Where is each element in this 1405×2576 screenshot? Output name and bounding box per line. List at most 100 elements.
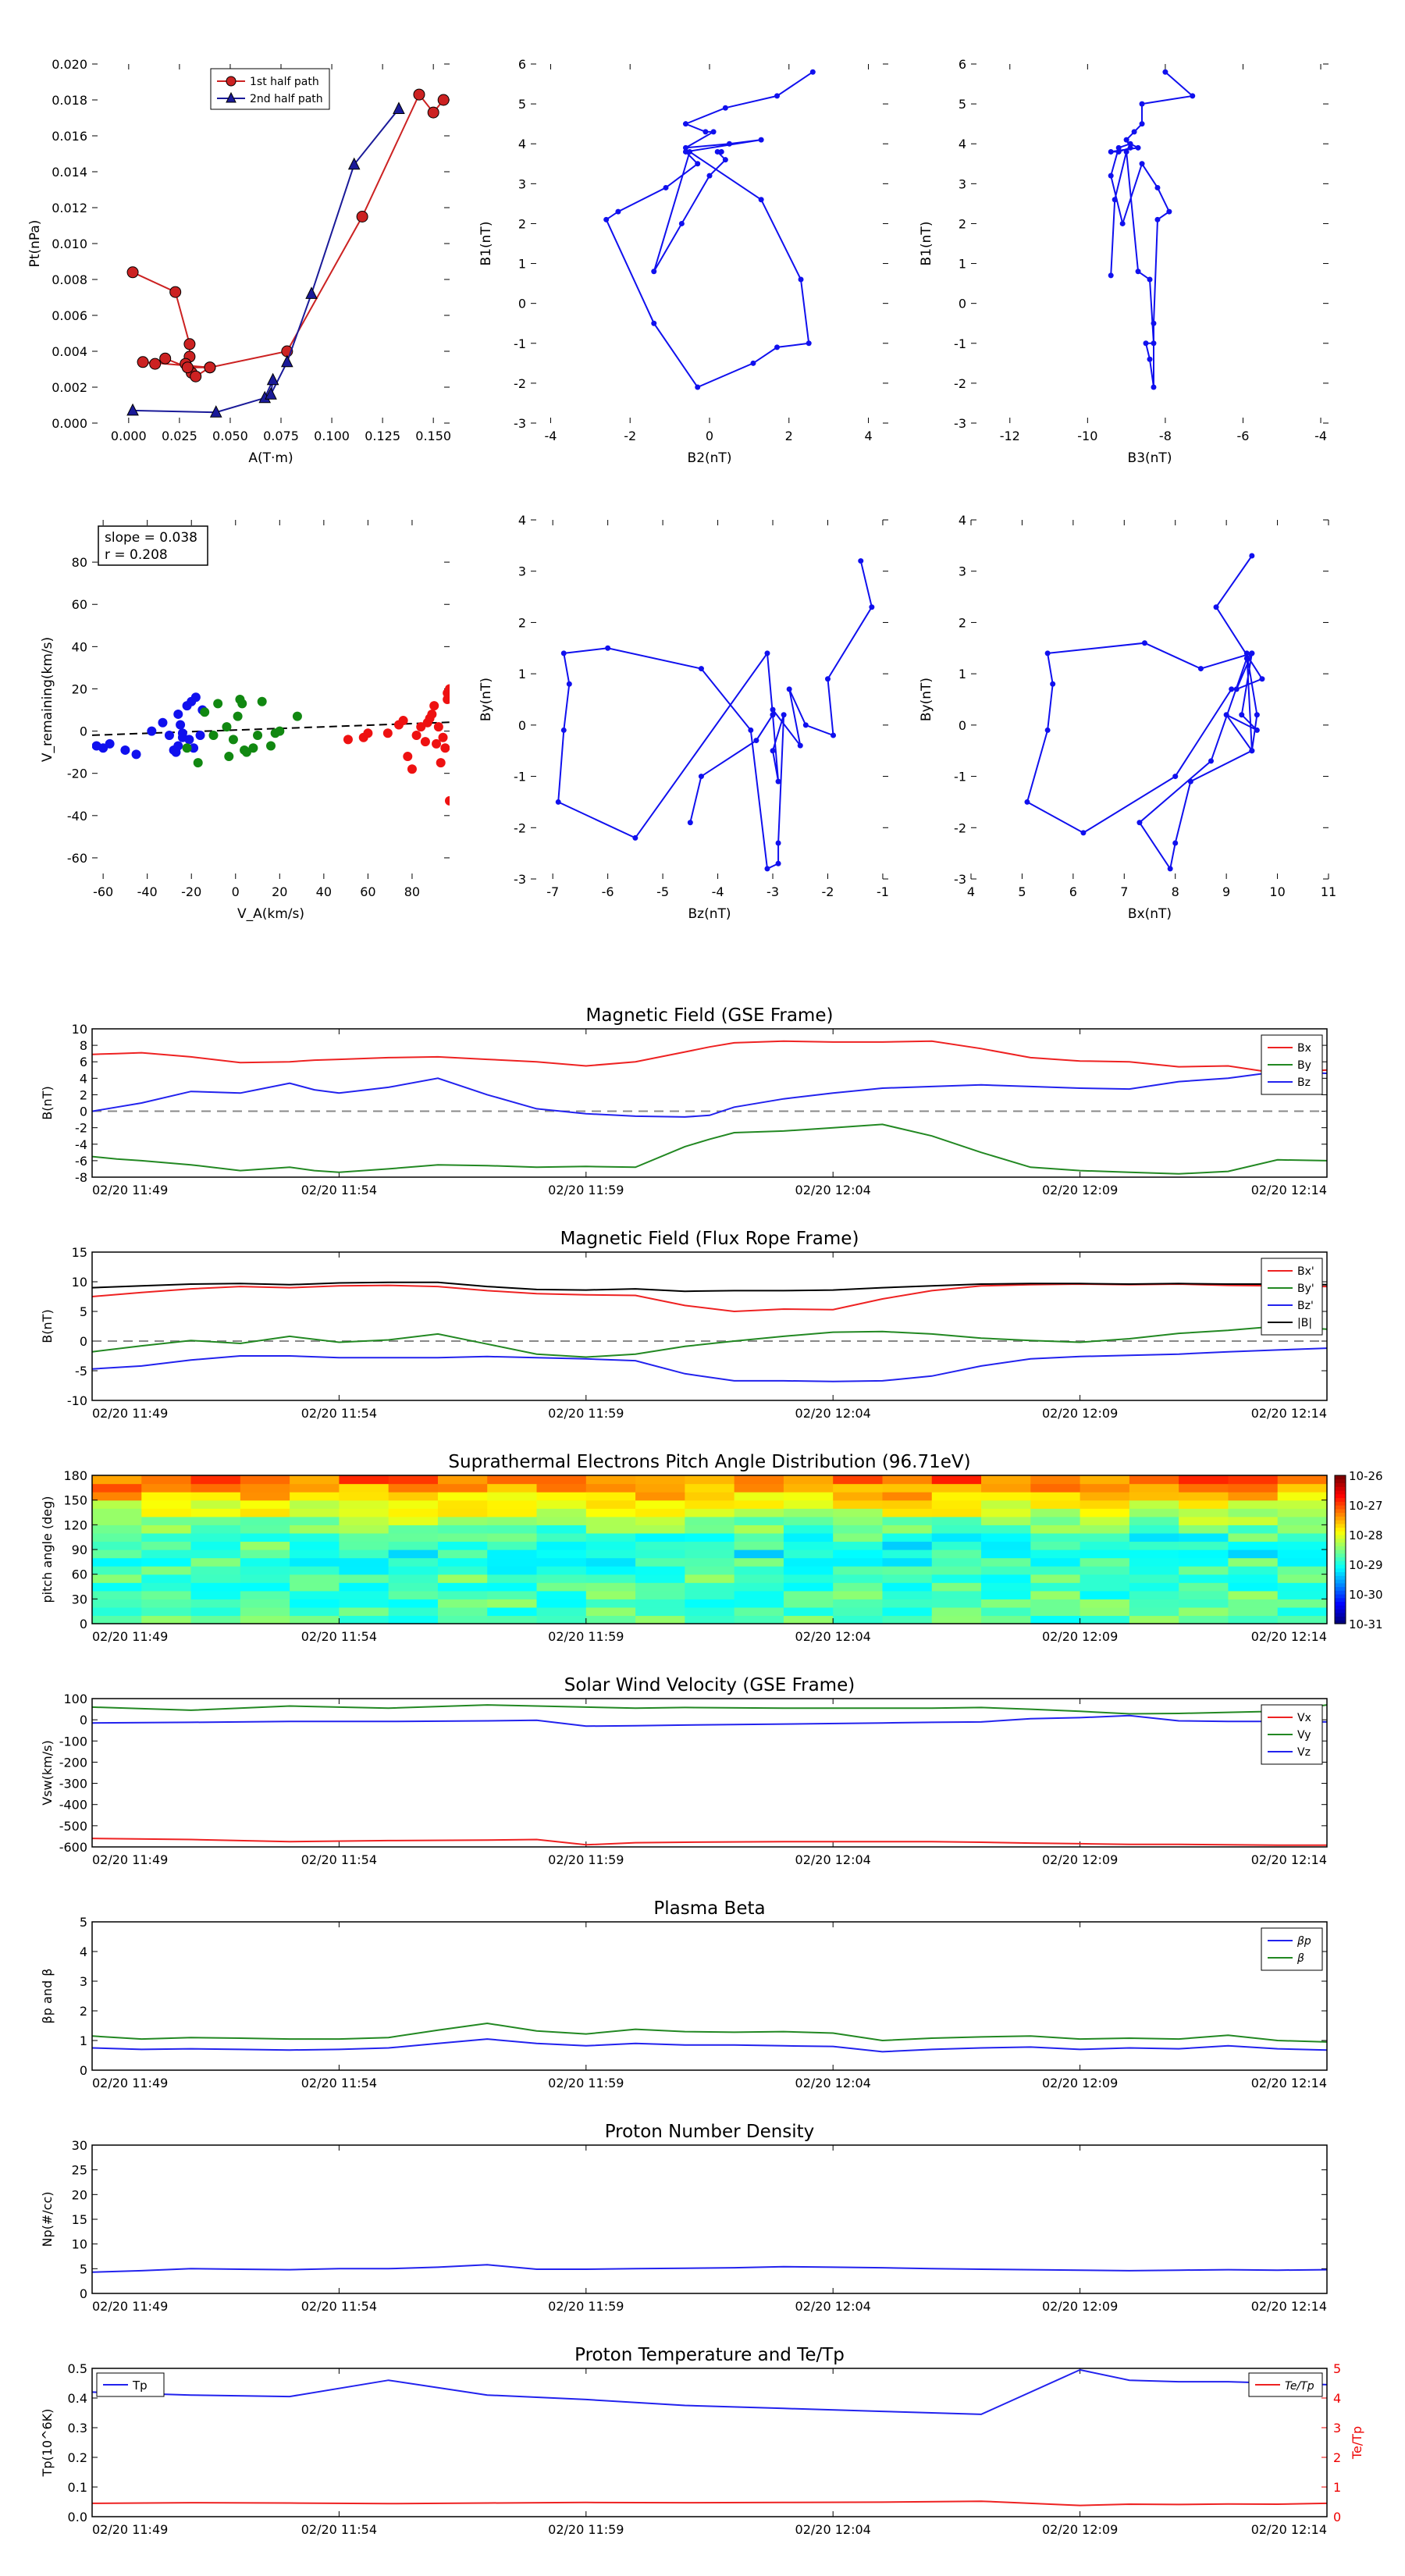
pitch-angle-cell <box>635 1566 685 1575</box>
pitch-angle-cell <box>685 1615 735 1624</box>
hodo-bz-by-panel: -7 -6 -5 -4 -3 -2 -1 -3 -2 -1 0 1 2 3 4 Bz(nT) By(nT) <box>478 513 889 922</box>
hodo-b2-b1-xtick-label: -4 <box>544 429 557 443</box>
pitch-angle-cell <box>1030 1475 1081 1485</box>
pitch-angle-cell <box>1129 1500 1179 1509</box>
pitch-angle-cell <box>339 1550 389 1559</box>
walen-test-point <box>411 731 422 740</box>
pitch-angle-cell <box>388 1599 439 1608</box>
proton-density-ytick-label: 25 <box>72 2163 87 2178</box>
pitch-angle-cell <box>1277 1532 1328 1542</box>
pitch-angle-cell <box>1080 1557 1130 1567</box>
proton-density-ytick-label: 5 <box>80 2261 87 2276</box>
pitch-angle-cell <box>339 1566 389 1575</box>
pitch-angle-cell <box>931 1525 982 1534</box>
pitch-angle-cell <box>1277 1500 1328 1509</box>
hodo-b3-b1-point <box>1108 148 1114 155</box>
pitch-angle-cell <box>1030 1541 1081 1550</box>
hodo-b2-b1-point <box>718 148 724 155</box>
mag-gse-title: Magnetic Field (GSE Frame) <box>586 1005 834 1026</box>
sw-velocity-legend-label: Vx <box>1297 1712 1311 1724</box>
pitch-angle-cell <box>437 1606 488 1617</box>
hodo-b2-b1-point <box>758 137 764 143</box>
pitch-angle-cell <box>1129 1525 1179 1534</box>
pitch-angle-cell <box>388 1590 439 1599</box>
mag-gse-series-by-line <box>92 1123 1327 1175</box>
hodo-b3-b1-ytick-label: -3 <box>954 416 966 431</box>
pitch-angle-cell <box>981 1599 1031 1608</box>
pitch-angle-cell <box>1277 1615 1328 1624</box>
hodo-bx-by-series-0-line <box>1026 555 1264 871</box>
pitch-angle-cell <box>1228 1516 1279 1525</box>
pitch-angle-cell <box>536 1525 587 1534</box>
mag-gse-ytick-label: 0 <box>80 1105 87 1119</box>
pitch-angle-cell <box>833 1516 884 1525</box>
hodo-b3-b1-point <box>1115 148 1122 155</box>
pitch-angle-cell <box>981 1525 1031 1534</box>
proton-temperature-series-tp-line <box>92 2368 1327 2415</box>
transverse-pressure-ytick-label: 0.020 <box>52 57 87 72</box>
hodo-b3-b1-plot-area <box>1108 69 1196 390</box>
pitch-angle-cell <box>92 1475 142 1485</box>
plasma-beta-ylabel: βp and β <box>40 1969 55 2024</box>
walen-test-point <box>200 707 210 717</box>
pitch-angle-cell <box>1030 1532 1081 1542</box>
pitch-angle-cell <box>981 1615 1031 1624</box>
hodo-bz-by-point <box>831 732 837 738</box>
pitch-angle-cell <box>981 1500 1031 1509</box>
plasma-beta-xtick-label: 02/20 11:49 <box>92 2076 168 2090</box>
transverse-pressure-ytick-label: 0.010 <box>52 237 87 251</box>
pitch-angle-cell <box>437 1582 488 1592</box>
hodo-bz-by-xtick-label: -6 <box>602 884 614 899</box>
proton-density-title: Proton Number Density <box>605 2122 815 2142</box>
walen-test-point <box>195 731 205 740</box>
pitch-angle-cell <box>437 1475 488 1485</box>
hodo-bz-by-point <box>775 860 781 866</box>
pitch-angle-cell <box>882 1574 933 1583</box>
pitch-angle-cell <box>536 1590 587 1599</box>
hodo-b3-b1-ytick-label: -2 <box>954 376 966 391</box>
hodo-b2-b1-point <box>651 269 657 275</box>
hodo-bx-by-point <box>1024 799 1030 805</box>
hodo-b2-b1-point <box>722 157 728 163</box>
pitch-angle-colorbar-cell <box>1335 1478 1346 1484</box>
pitch-angle-cell <box>1129 1566 1179 1575</box>
pitch-angle-cell <box>882 1532 933 1542</box>
pitch-angle-colorbar-cell <box>1335 1612 1346 1617</box>
pitch-angle-cell <box>190 1599 241 1608</box>
pitch-angle-cell <box>585 1483 636 1493</box>
pitch-angle-cell <box>882 1550 933 1559</box>
proton-temperature-xtick-label: 02/20 12:04 <box>795 2522 871 2537</box>
hodo-b2-b1-point <box>695 384 701 390</box>
pitch-angle-cell <box>240 1541 290 1550</box>
hodo-b2-b1-point <box>702 129 709 135</box>
pitch-angle-cell <box>190 1508 241 1517</box>
pitch-angle-cell <box>240 1574 290 1583</box>
hodo-bx-by-xtick-label: 11 <box>1321 884 1336 899</box>
walen-test-annotation-text: r = 0.208 <box>105 547 168 563</box>
pitch-angle-cell <box>585 1516 636 1525</box>
pitch-angle-cell <box>437 1516 488 1525</box>
pitch-angle-cell <box>1129 1574 1179 1583</box>
proton-temperature-axes-frame <box>91 2368 1328 2517</box>
pitch-angle-cell <box>240 1550 290 1559</box>
proton-temperature-ytick-label: 0.0 <box>68 2510 87 2524</box>
plasma-beta-ytick-label: 2 <box>80 2004 87 2019</box>
pitch-angle-cell <box>339 1500 389 1509</box>
hodo-bz-by-ytick-label: 1 <box>518 667 526 681</box>
pitch-angle-cell <box>783 1516 834 1525</box>
pitch-angle-cell <box>635 1574 685 1583</box>
transverse-pressure-legend-label: 1st half path <box>250 76 319 88</box>
pitch-angle-cell <box>931 1557 982 1567</box>
transverse-pressure-point <box>281 354 293 368</box>
mag-gse-ytick-label: 8 <box>80 1038 87 1053</box>
pitch-angle-cell <box>585 1606 636 1617</box>
pitch-angle-cell <box>141 1582 192 1592</box>
walen-test-point <box>147 726 157 736</box>
pitch-angle-cell <box>1080 1582 1130 1592</box>
mag-fr-xtick-label: 02/20 12:09 <box>1042 1406 1118 1421</box>
pitch-angle-cell <box>487 1508 538 1517</box>
pitch-angle-cell <box>141 1475 192 1485</box>
hodo-b2-b1-xtick-label: 0 <box>706 429 713 443</box>
pitch-angle-colorbar-cell <box>1335 1505 1346 1510</box>
sw-velocity-series-vz-line <box>92 1714 1327 1727</box>
